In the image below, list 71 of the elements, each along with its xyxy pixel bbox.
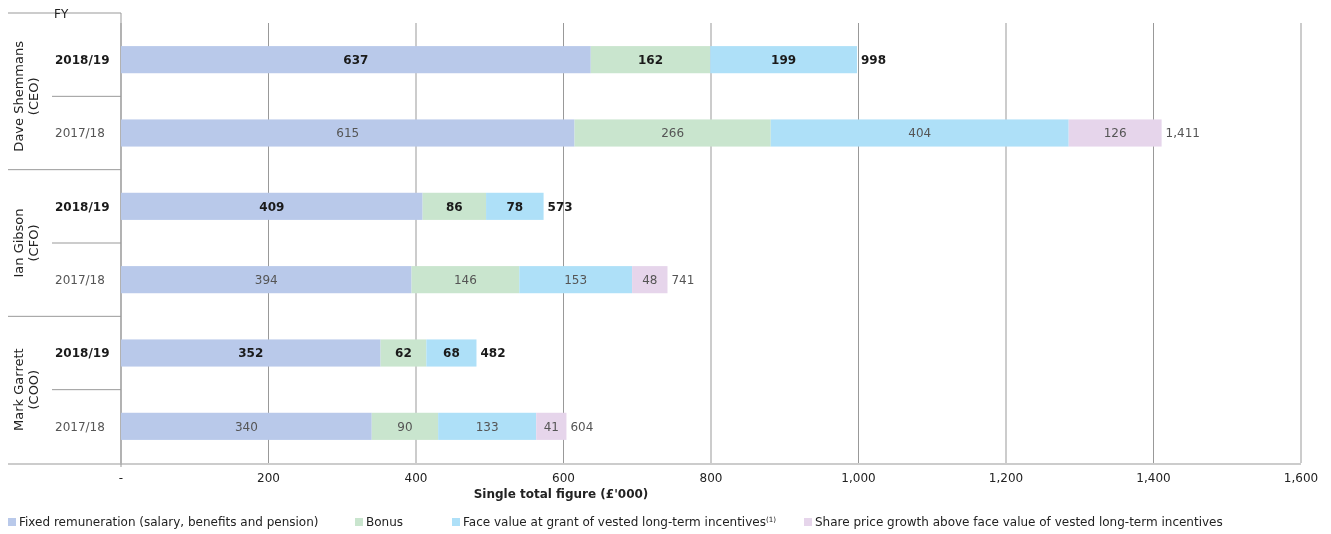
text: Ian Gibson (CFO)	[10, 208, 41, 278]
bar	[121, 119, 575, 147]
bar	[121, 192, 423, 220]
x-tick-label: 1,400	[1136, 471, 1171, 485]
bar	[426, 339, 477, 367]
bar	[121, 412, 372, 440]
y-tick-label: 2018/19	[55, 346, 110, 361]
legend-label: Fixed remuneration (salary, benefits and pension)	[19, 515, 319, 529]
data-label: 394	[254, 272, 278, 287]
total-label: 482	[480, 346, 506, 361]
data-label: 352	[238, 346, 264, 361]
x-tick-label: 200	[257, 471, 280, 485]
data-label: 153	[564, 272, 588, 287]
total-label: 998	[861, 52, 887, 67]
total-label: 1,411	[1165, 126, 1200, 141]
data-label: 62	[395, 346, 412, 361]
bar	[380, 339, 427, 367]
bar	[121, 266, 412, 294]
x-tick-label: 1,000	[841, 471, 876, 485]
x-tick-label: 1,600	[1283, 471, 1319, 485]
data-label: 340	[234, 419, 258, 434]
y-axis-title: FY	[54, 7, 69, 21]
data-label: 266	[661, 126, 685, 141]
legend-label: Face value at grant of vested long-term incentives$^{(1)}$	[463, 514, 777, 529]
bar	[770, 119, 1069, 147]
bar	[536, 412, 567, 440]
y-tick-label: 2018/19	[55, 199, 110, 214]
text: Dave Shemmans (CEO)	[10, 40, 41, 152]
bar	[121, 46, 591, 74]
total-label: 741	[671, 272, 695, 287]
x-tick-label: 1,200	[988, 471, 1024, 485]
data-label: 48	[642, 272, 658, 287]
legend-label: Bonus	[366, 515, 404, 529]
bar	[121, 339, 381, 367]
data-label: 404	[908, 126, 932, 141]
data-label: 86	[446, 199, 463, 214]
bar	[1068, 119, 1162, 147]
bar	[519, 266, 633, 294]
bar	[411, 266, 520, 294]
x-tick-label: 800	[699, 471, 723, 485]
y-tick-label: 2017/18	[55, 126, 105, 141]
data-label: 199	[771, 52, 797, 67]
x-tick-label: -	[118, 471, 124, 485]
bar	[710, 46, 858, 74]
x-tick-label: 600	[552, 471, 575, 485]
bar	[486, 192, 544, 220]
total-label: 573	[547, 199, 573, 214]
total-label: 604	[570, 419, 594, 434]
y-tick-label: 2017/18	[55, 272, 105, 287]
bar	[371, 412, 439, 440]
bar	[590, 46, 711, 74]
data-label: 126	[1103, 126, 1127, 141]
data-label: 133	[475, 419, 499, 434]
y-tick-label: 2017/18	[55, 419, 105, 434]
x-tick-label: 400	[404, 471, 428, 485]
data-label: 637	[343, 52, 369, 67]
data-label: 162	[637, 52, 664, 67]
text: Mark Garrett (COO)	[10, 348, 41, 431]
data-label: 78	[506, 199, 524, 214]
data-label: 41	[543, 419, 559, 434]
bar	[422, 192, 487, 220]
x-axis-title: Single total figure (£'000)	[473, 487, 649, 501]
data-label: 68	[443, 346, 460, 361]
data-label: 615	[336, 126, 360, 141]
data-label: 146	[453, 272, 477, 287]
bar	[574, 119, 771, 147]
legend-label: Share price growth above face value of vested long-term incentives	[815, 515, 1223, 529]
bar	[438, 412, 537, 440]
data-label: 90	[397, 419, 413, 434]
y-tick-label: 2018/19	[55, 52, 110, 67]
data-label: 409	[259, 199, 285, 214]
